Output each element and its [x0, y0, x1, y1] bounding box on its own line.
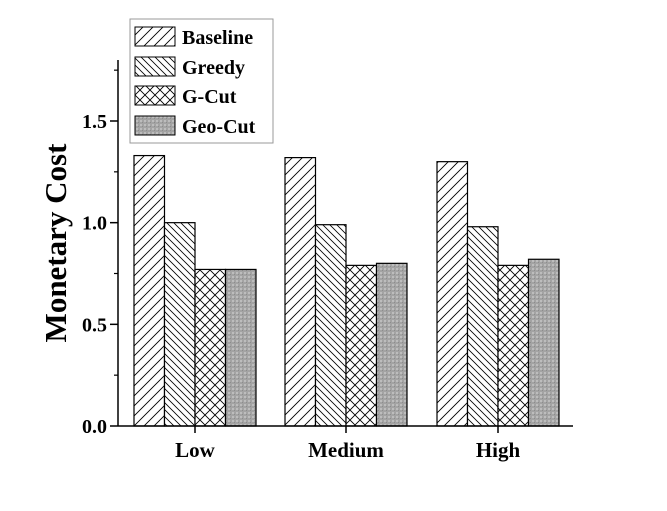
legend-item-g-cut: G-Cut — [134, 85, 237, 108]
bar-baseline-low — [133, 154, 166, 427]
legend-swatch-g-cut — [134, 85, 176, 106]
bar-baseline-high — [436, 161, 469, 427]
legend-label-g-cut: G-Cut — [182, 86, 237, 108]
legend-label-greedy: Greedy — [182, 57, 245, 79]
legend-swatch-geo-cut — [134, 115, 176, 136]
bar-greedy-low — [163, 222, 196, 427]
bar-g-cut-high — [497, 264, 530, 427]
y-tick-label: 0.0 — [82, 416, 107, 438]
legend-item-baseline: Baseline — [134, 26, 253, 49]
x-tick-label-low: Low — [175, 438, 216, 462]
bar-greedy-high — [466, 226, 499, 427]
legend: Baseline Greedy G-Cut Geo-Cut — [129, 18, 274, 144]
bar-g-cut-medium — [345, 264, 378, 427]
bar-geo-cut-high — [527, 258, 560, 427]
bar-greedy-medium — [314, 224, 347, 427]
y-tick-label: 0.5 — [82, 314, 107, 336]
bar-geo-cut-medium — [375, 262, 408, 427]
y-tick-label: 1.5 — [82, 111, 107, 133]
y-axis-label: Monetary Cost — [38, 143, 73, 343]
y-tick-label: 1.0 — [82, 213, 107, 235]
axes-group: 0.0 0.5 1.0 1.5 Low Medium High — [82, 60, 573, 462]
legend-item-greedy: Greedy — [134, 56, 245, 79]
x-tick-label-high: High — [476, 438, 521, 462]
bar-baseline-medium — [284, 157, 317, 427]
legend-item-geo-cut: Geo-Cut — [134, 115, 256, 138]
bar-geo-cut-low — [224, 268, 257, 427]
legend-swatch-baseline — [134, 26, 176, 47]
bars-group — [133, 154, 560, 427]
legend-label-baseline: Baseline — [182, 27, 253, 49]
bar-g-cut-low — [194, 268, 227, 427]
legend-label-geo-cut: Geo-Cut — [182, 116, 256, 138]
x-tick-label-medium: Medium — [308, 438, 384, 462]
legend-swatch-greedy — [134, 56, 176, 77]
